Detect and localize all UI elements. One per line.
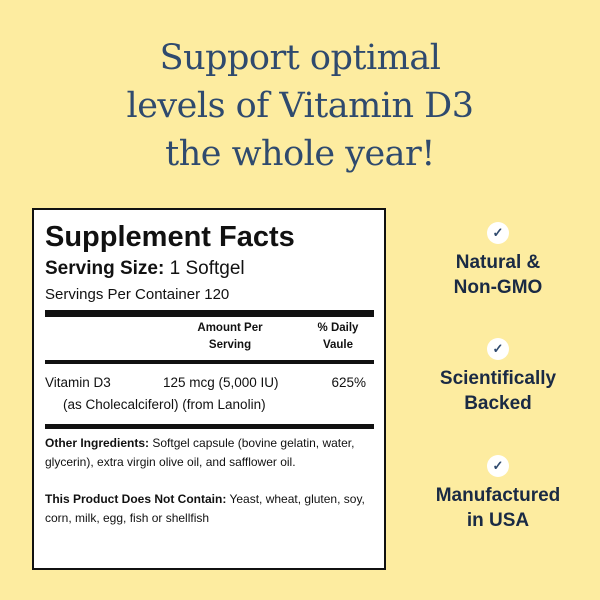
divider-thick [45,310,374,317]
divider-thin [45,424,374,429]
headline-line-1: Support optimal [159,38,441,78]
benefit-line-2: in USA [466,510,530,531]
dv-header-line-1: % Daily [317,322,359,334]
other-ingredients-label: Other Ingredients: [45,436,150,450]
divider-medium [45,360,374,364]
serving-size-label: Serving Size: [45,258,165,279]
supplement-facts-panel: Supplement Facts Serving Size: 1 Softgel… [32,208,386,570]
benefit-manufactured-in-usa: ✓ Manufactured in USA [400,455,596,533]
benefit-scientifically-backed: ✓ Scientifically Backed [400,338,596,416]
check-icon: ✓ [487,222,509,244]
nutrient-name: Vitamin D3 [45,375,111,390]
benefit-line-1: Scientifically [439,368,557,389]
amount-per-serving-header: Amount Per Serving [175,320,285,354]
benefit-line-1: Manufactured [435,485,561,506]
nutrient-amount: 125 mcg (5,000 IU) [163,375,279,390]
benefit-line-1: Natural & [455,252,541,273]
benefit-natural-non-gmo: ✓ Natural & Non-GMO [400,222,596,300]
check-icon: ✓ [487,455,509,477]
serving-size: Serving Size: 1 Softgel [45,256,374,282]
does-not-contain: This Product Does Not Contain: Yeast, wh… [45,490,374,528]
does-not-contain-label: This Product Does Not Contain: [45,492,227,506]
headline-line-2: levels of Vitamin D3 [126,86,475,126]
dv-header-line-2: Vaule [322,339,354,351]
nutrient-daily-value: 625% [331,375,366,390]
does-not-contain-text: Yeast, wheat, gluten, soy, corn, milk, e… [45,492,365,525]
daily-value-header: % Daily Vaule [308,320,368,354]
facts-title: Supplement Facts [45,221,295,253]
nutrient-row: Vitamin D3 125 mcg (5,000 IU) 625% [45,372,374,394]
column-headers: Amount Per Serving % Daily Vaule [45,320,374,360]
other-ingredients: Other Ingredients: Softgel capsule (bovi… [45,434,374,472]
check-icon: ✓ [487,338,509,360]
amount-header-line-1: Amount Per [197,322,263,334]
servings-per-container: Servings Per Container 120 [45,286,230,303]
other-ingredients-text: Softgel capsule (bovine gelatin, water, … [45,436,355,469]
amount-header-line-2: Serving [208,339,252,351]
benefit-line-2: Backed [464,393,532,414]
headline-line-3: the whole year! [165,134,435,174]
headline: Support optimal levels of Vitamin D3 the… [0,34,600,178]
serving-size-value: 1 Softgel [169,258,245,279]
benefit-line-2: Non-GMO [453,277,543,298]
nutrient-source: (as Cholecalciferol) (from Lanolin) [63,397,266,412]
